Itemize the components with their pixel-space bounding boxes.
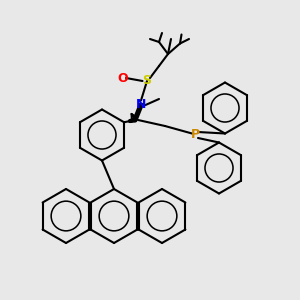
Text: S: S xyxy=(142,74,152,88)
Text: O: O xyxy=(118,71,128,85)
Text: N: N xyxy=(136,98,146,112)
Text: P: P xyxy=(190,128,200,142)
